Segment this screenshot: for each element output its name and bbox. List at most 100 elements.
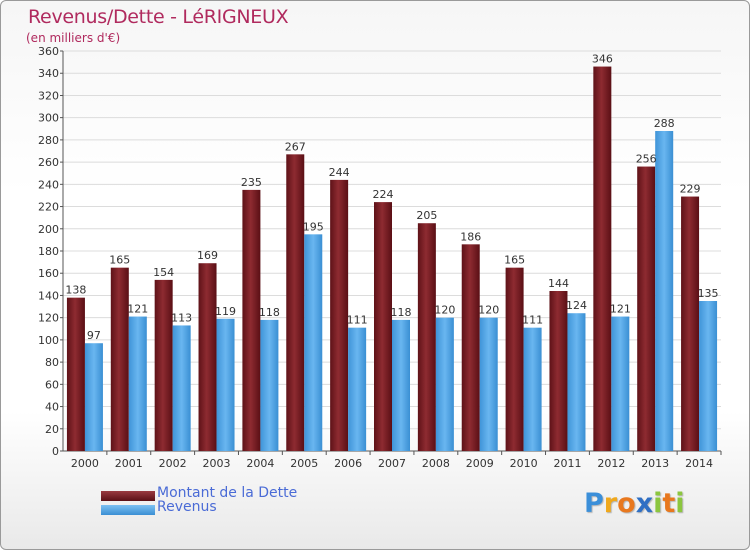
data-label-dette: 169 (197, 249, 218, 262)
bar-dette (637, 166, 656, 452)
data-label-dette: 235 (241, 176, 262, 189)
x-tick-label: 2007 (378, 457, 406, 470)
data-label-dette: 138 (65, 284, 86, 297)
chart-subtitle: (en milliers d'€) (26, 31, 121, 45)
bar-revenus (567, 313, 586, 451)
y-tick-label: 180 (38, 245, 59, 258)
legend-label-dette: Montant de la Dette (157, 485, 298, 501)
data-label-dette: 244 (329, 166, 350, 179)
data-label-dette: 186 (460, 230, 481, 243)
data-labels: 138 97 165 121 154 113 169 119 235 118 267 195 244 11… (65, 53, 718, 343)
data-label-dette: 205 (416, 209, 437, 222)
bar-revenus (392, 319, 410, 451)
bar-revenus (611, 316, 630, 451)
y-tick-label: 140 (38, 289, 59, 302)
data-label-revenus: 118 (259, 306, 280, 319)
y-tick-label: 300 (38, 112, 59, 125)
x-tick-label: 2004 (246, 457, 274, 470)
legend-swatch-dette (101, 491, 155, 501)
x-tick-label: 2010 (510, 457, 538, 470)
logo-letter: i (653, 488, 663, 519)
bar-dette (374, 202, 392, 451)
bars (66, 66, 718, 452)
data-label-dette: 267 (285, 140, 306, 153)
y-tick-label: 220 (38, 201, 59, 214)
x-tick-label: 2013 (641, 457, 669, 470)
y-tick-label: 40 (45, 401, 59, 414)
y-tick-label: 0 (52, 445, 59, 458)
chart-title: Revenus/Dette - LéRIGNEUX (28, 6, 289, 28)
data-label-revenus: 111 (347, 314, 368, 327)
logo-letter: t (662, 488, 676, 519)
data-label-dette: 346 (592, 53, 613, 66)
y-tick-label: 260 (38, 156, 59, 169)
legend-label-revenus: Revenus (157, 499, 217, 515)
y-tick-label: 20 (45, 423, 59, 436)
bar-revenus (84, 343, 103, 451)
legend-swatch-revenus (101, 505, 155, 515)
y-tick-label: 200 (38, 223, 59, 236)
data-label-revenus: 121 (610, 303, 631, 316)
y-tick-label: 240 (38, 178, 59, 191)
x-tick-label: 2012 (597, 457, 625, 470)
bar-revenus (128, 316, 147, 451)
data-label-dette: 165 (109, 254, 130, 267)
y-tick-label: 280 (38, 134, 59, 147)
y-tick-label: 80 (45, 356, 59, 369)
x-tick-label: 2002 (159, 457, 187, 470)
bar-revenus (260, 319, 279, 451)
bar-dette (286, 154, 305, 452)
y-tick-label: 60 (45, 378, 59, 391)
logo-letter: x (635, 488, 654, 519)
bar-dette (593, 66, 612, 452)
y-tick-label: 160 (38, 267, 59, 280)
x-tick-label: 2003 (203, 457, 231, 470)
bar-revenus (304, 234, 323, 451)
data-label-dette: 144 (548, 277, 569, 290)
x-tick-label: 2014 (685, 457, 713, 470)
bar-dette (154, 279, 173, 451)
data-label-revenus: 124 (566, 299, 587, 312)
bar-dette (330, 179, 349, 451)
data-label-revenus: 121 (127, 303, 148, 316)
bar-dette (110, 267, 129, 451)
bar-dette (242, 189, 261, 451)
y-tick-label: 100 (38, 334, 59, 347)
bar-dette (681, 196, 700, 451)
logo-letter: P (584, 488, 604, 519)
x-tick-label: 2009 (466, 457, 494, 470)
bar-dette (461, 244, 480, 451)
logo-letter: r (603, 488, 618, 519)
y-tick-label: 120 (38, 312, 59, 325)
y-tick-label: 360 (38, 45, 59, 58)
bar-revenus (655, 131, 674, 451)
data-label-dette: 256 (636, 153, 657, 166)
logo-letter: i (675, 488, 685, 519)
x-tick-label: 2000 (71, 457, 99, 470)
data-label-revenus: 135 (698, 287, 719, 300)
data-label-revenus: 120 (434, 304, 455, 317)
data-label-revenus: 113 (171, 311, 192, 324)
bar-revenus (172, 325, 191, 451)
bar-revenus (699, 301, 718, 451)
bar-dette (417, 223, 436, 451)
bar-dette (505, 267, 524, 451)
data-label-revenus: 119 (215, 305, 236, 318)
bar-revenus (479, 317, 498, 451)
y-tick-label: 340 (38, 67, 59, 80)
data-label-revenus: 120 (478, 304, 499, 317)
data-label-dette: 224 (373, 188, 394, 201)
data-label-revenus: 288 (654, 117, 675, 130)
x-tick-label: 2011 (553, 457, 581, 470)
data-label-dette: 229 (680, 183, 701, 196)
data-label-revenus: 111 (522, 314, 543, 327)
bar-dette (198, 263, 217, 451)
bar-dette (66, 297, 85, 451)
data-label-revenus: 195 (303, 220, 324, 233)
x-tick-label: 2008 (422, 457, 450, 470)
x-tick-label: 2006 (334, 457, 362, 470)
data-label-revenus: 118 (391, 306, 412, 319)
x-tick-label: 2001 (115, 457, 143, 470)
